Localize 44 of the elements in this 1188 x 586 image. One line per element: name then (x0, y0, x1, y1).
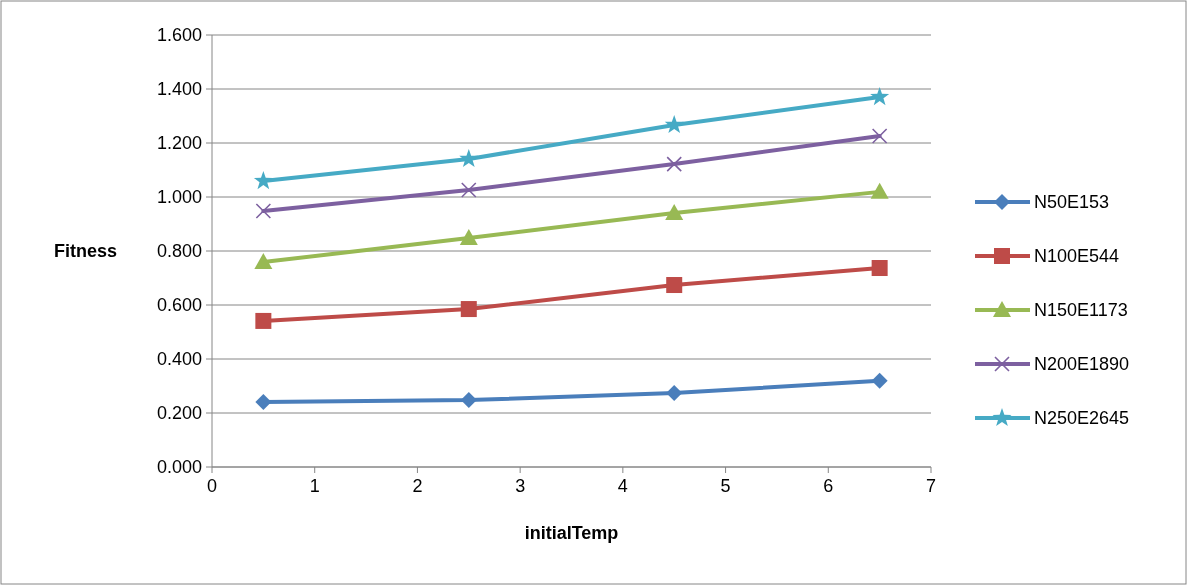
legend-label: N200E1890 (1034, 354, 1130, 375)
x-tick-label: 3 (515, 476, 526, 496)
x-tick-label: 7 (925, 476, 937, 496)
point (253, 171, 273, 190)
x-tick-label: 0 (206, 476, 218, 496)
y-tick-label: 1.000 (156, 187, 202, 208)
y-axis-title: Fitness (53, 241, 117, 261)
x-tick-label: 4 (617, 476, 628, 496)
point (460, 182, 477, 198)
y-tick-label: 0.600 (156, 295, 202, 316)
point (870, 182, 889, 199)
legend-label: N150E1173 (1034, 300, 1128, 321)
point (255, 393, 272, 410)
x-tick-label: 2 (412, 476, 423, 496)
point (460, 301, 477, 318)
point (255, 203, 272, 219)
point (460, 392, 477, 409)
y-tick-label: 0.000 (156, 457, 202, 478)
point (666, 385, 683, 402)
x-axis-title: initialTemp (524, 523, 619, 543)
point (459, 148, 479, 168)
point (255, 312, 272, 329)
legend-label: N250E2645 (1034, 408, 1130, 429)
point (665, 203, 684, 220)
legend-label: N100E544 (1034, 246, 1120, 267)
y-tick-label: 0.400 (156, 349, 202, 370)
y-tick-label: 0.200 (156, 403, 202, 424)
point (871, 128, 888, 144)
point (666, 277, 683, 294)
point (664, 114, 684, 133)
y-tick-label: 1.400 (156, 79, 202, 100)
y-tick-label: 0.800 (156, 241, 202, 262)
y-tick-label: 1.600 (156, 25, 202, 46)
point (871, 372, 888, 389)
point (666, 156, 683, 172)
point (870, 87, 890, 106)
point (459, 229, 478, 246)
point (871, 260, 888, 277)
x-tick-label: 5 (720, 476, 731, 496)
x-tick-label: 1 (309, 476, 320, 496)
legend-label: N50E153 (1034, 192, 1110, 213)
point (254, 253, 273, 270)
x-tick-label: 6 (823, 476, 834, 496)
y-tick-label: 1.200 (156, 133, 202, 154)
